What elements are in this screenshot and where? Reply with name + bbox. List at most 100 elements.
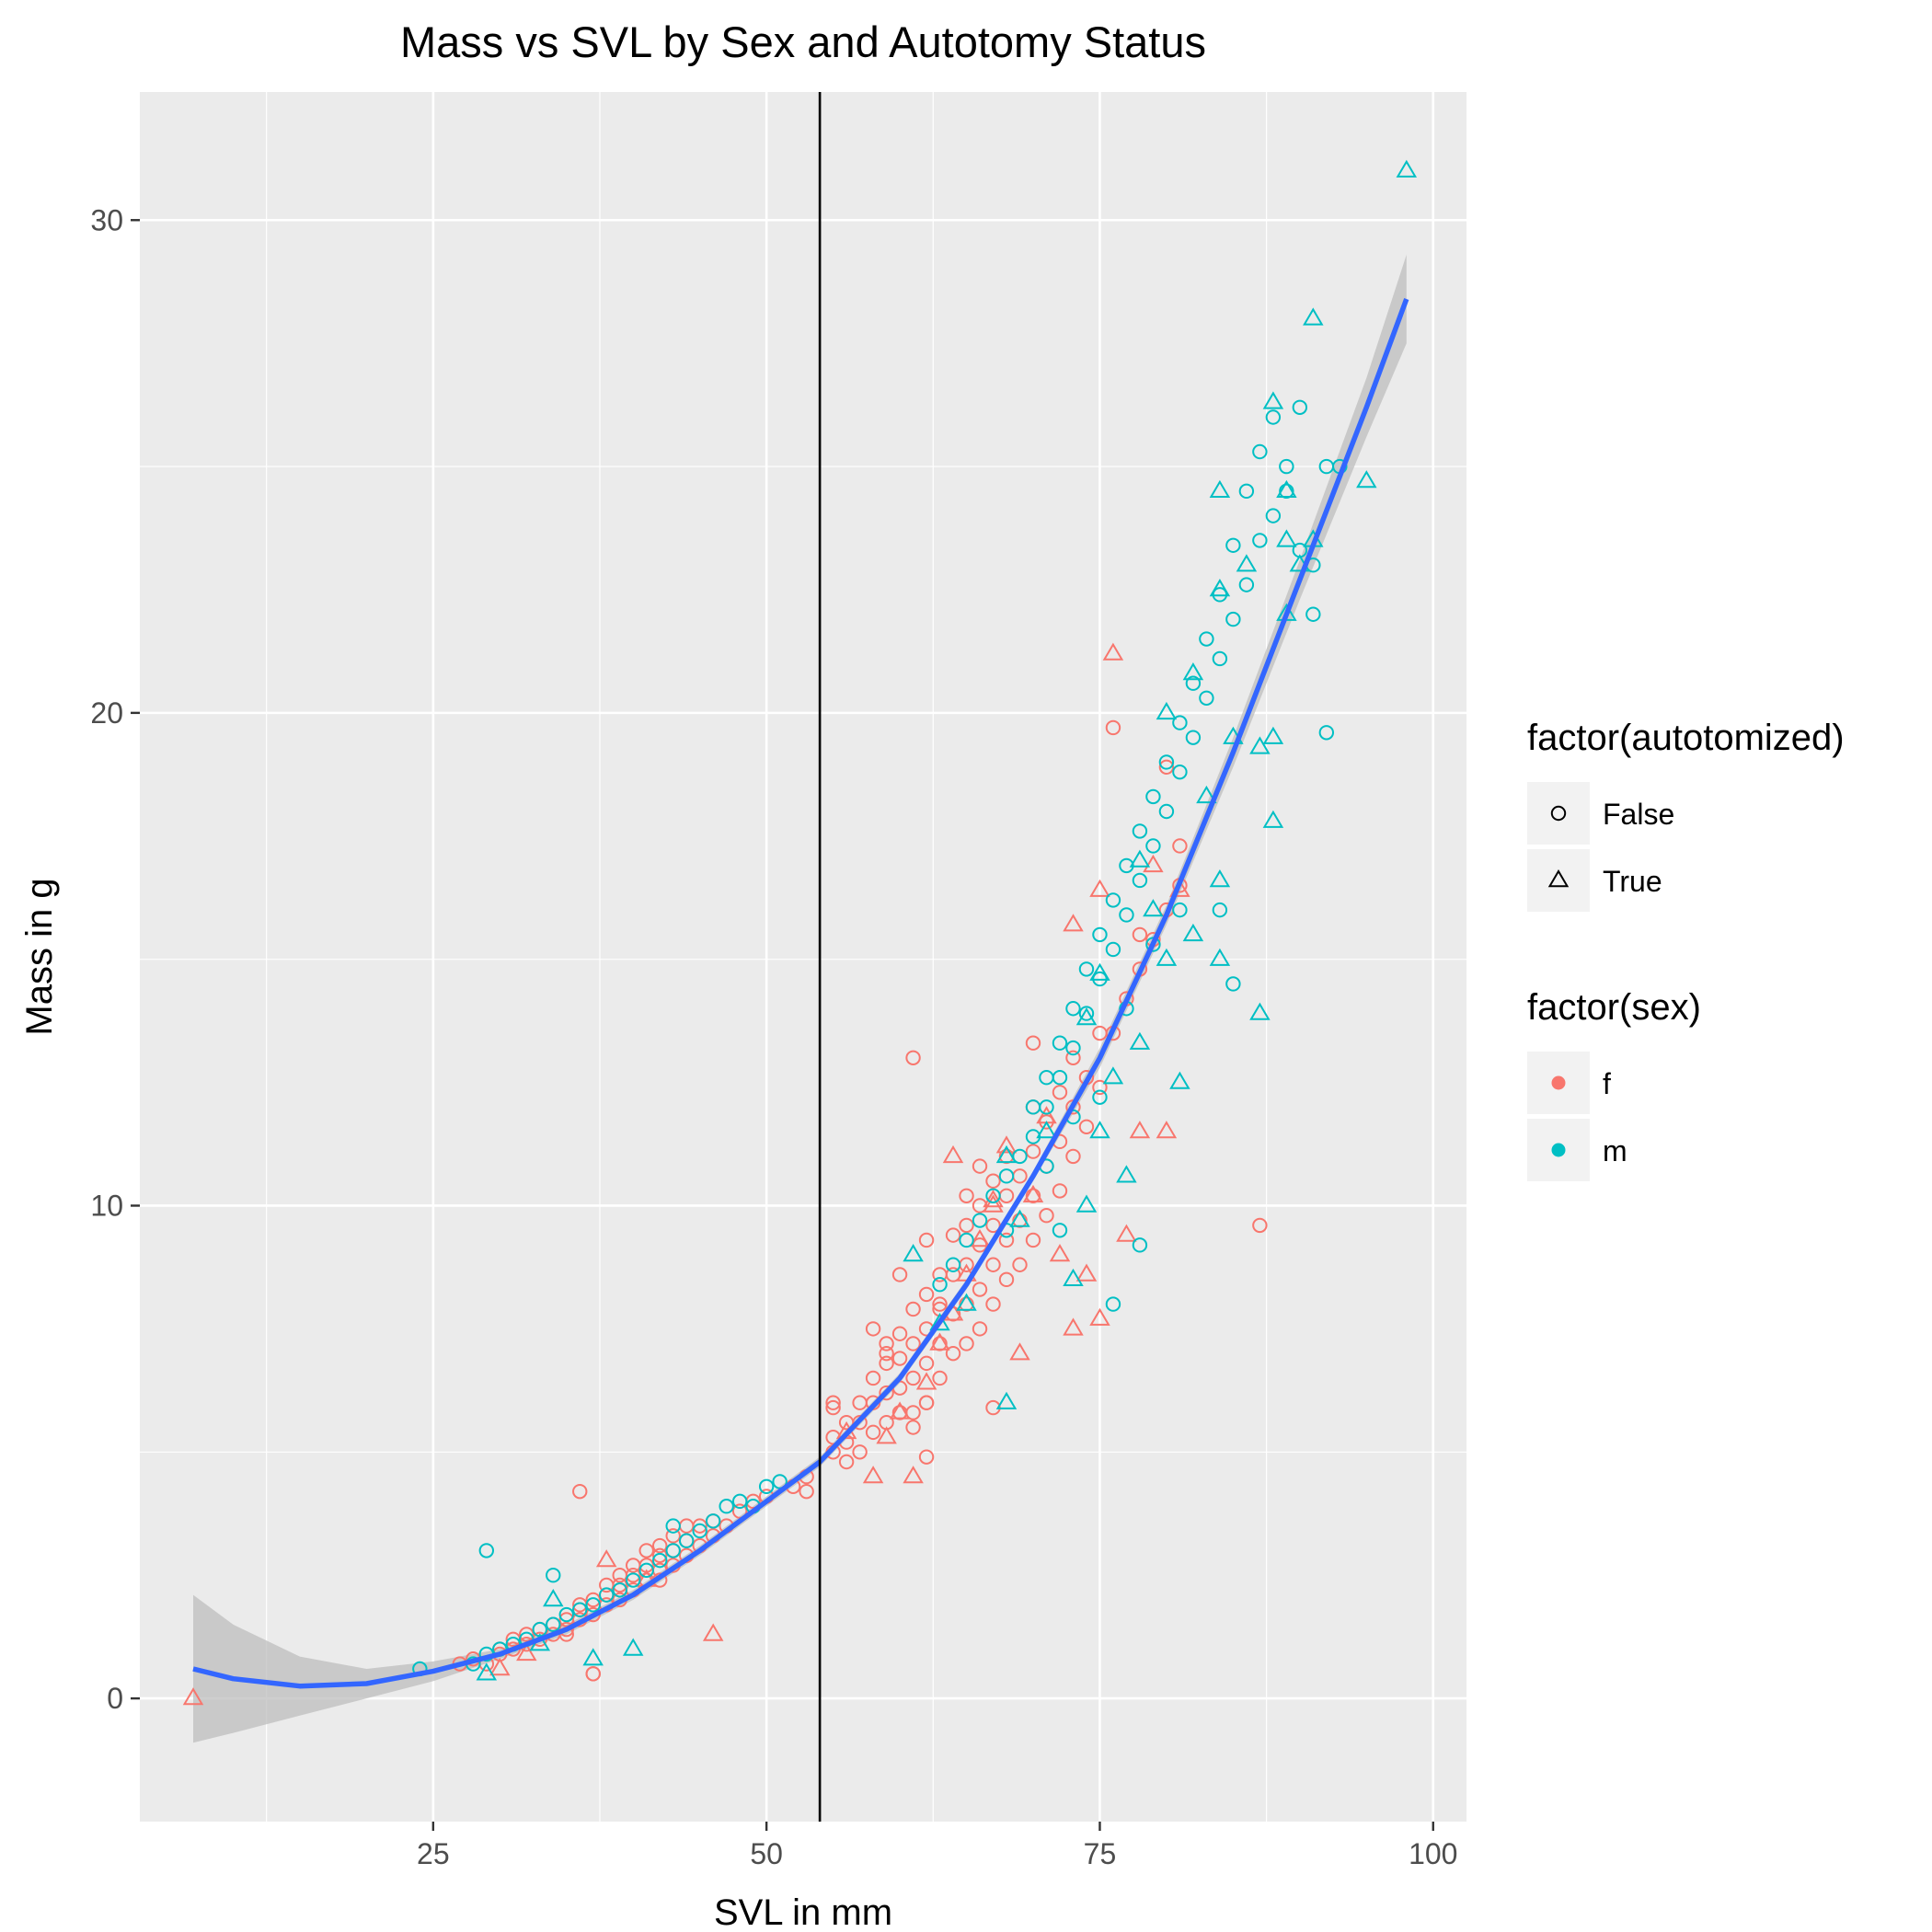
- data-point-m-autotomized: [1156, 701, 1178, 720]
- data-point-m-intact: [1172, 715, 1188, 730]
- data-point-f-intact: [585, 1592, 601, 1608]
- data-point-f-autotomized: [876, 1426, 897, 1444]
- data-point-f-intact: [985, 1173, 1001, 1189]
- data-point-m-autotomized: [1236, 554, 1258, 572]
- data-point-m-intact: [678, 1533, 695, 1548]
- data-point-m-intact: [758, 1478, 775, 1494]
- data-point-f-autotomized: [1075, 1263, 1098, 1282]
- data-point-m-intact: [692, 1523, 707, 1539]
- data-point-m-autotomized: [543, 1589, 564, 1607]
- data-point-f-intact: [945, 1345, 961, 1362]
- data-point-m-intact: [599, 1587, 615, 1603]
- data-point-f-autotomized: [1156, 1121, 1178, 1139]
- data-point-m-autotomized: [1209, 579, 1231, 597]
- data-point-f-autotomized: [516, 1642, 537, 1662]
- y-tick-label: 0: [107, 1682, 123, 1715]
- data-point-f-intact: [519, 1627, 535, 1642]
- data-point-f-intact: [665, 1528, 681, 1544]
- data-point-f-intact: [891, 1351, 908, 1366]
- data-point-f-intact: [891, 1326, 908, 1341]
- chart-title: Mass vs SVL by Sex and Autotomy Status: [400, 17, 1206, 66]
- y-axis-title: Mass in g: [19, 878, 60, 1035]
- data-point-m-intact: [612, 1582, 627, 1598]
- data-point-m-intact: [731, 1493, 748, 1510]
- data-point-m-autotomized: [476, 1662, 498, 1681]
- data-point-m-intact: [932, 1276, 948, 1293]
- data-point-f-intact: [959, 1336, 974, 1351]
- y-tick-label: 20: [90, 696, 123, 730]
- data-point-m-intact: [1092, 1089, 1108, 1105]
- data-point-f-autotomized: [1089, 1307, 1110, 1326]
- data-point-f-intact: [1065, 1148, 1081, 1165]
- data-point-f-autotomized: [1143, 854, 1164, 873]
- data-point-m-intact: [1052, 1035, 1068, 1051]
- data-point-m-intact: [585, 1597, 601, 1613]
- data-point-f-autotomized: [1089, 879, 1110, 897]
- data-point-f-intact: [1025, 1035, 1041, 1051]
- legend-color-dot: [1551, 1143, 1566, 1157]
- data-point-f-intact: [998, 1271, 1015, 1288]
- data-point-f-intact: [852, 1444, 868, 1460]
- data-point-f-autotomized: [983, 1190, 1004, 1208]
- data-point-f-intact: [1252, 1217, 1268, 1234]
- data-point-m-autotomized: [1169, 1071, 1190, 1089]
- data-point-f-intact: [1025, 1232, 1041, 1248]
- data-point-f-intact: [799, 1483, 814, 1500]
- data-point-f-intact: [1132, 926, 1148, 943]
- data-point-m-intact: [1172, 902, 1188, 918]
- data-point-m-autotomized: [1209, 869, 1231, 888]
- data-point-f-intact: [918, 1232, 935, 1248]
- legend-title: factor(autotomized): [1527, 718, 1845, 758]
- data-point-m-autotomized: [1196, 785, 1217, 804]
- data-point-f-intact: [1172, 838, 1188, 854]
- data-point-f-autotomized: [489, 1658, 511, 1676]
- data-point-m-intact: [719, 1499, 734, 1514]
- legend-color-dot: [1551, 1075, 1566, 1090]
- data-point-m-autotomized: [995, 1144, 1018, 1164]
- data-point-f-intact: [585, 1666, 601, 1682]
- x-tick-label: 100: [1409, 1837, 1457, 1870]
- data-point-f-autotomized: [1022, 1184, 1044, 1202]
- data-point-f-autotomized: [182, 1687, 204, 1706]
- data-point-m-intact: [1265, 508, 1282, 523]
- data-point-f-intact: [1092, 1079, 1108, 1096]
- data-point-m-intact: [626, 1572, 641, 1588]
- data-point-f-intact: [1052, 1183, 1068, 1199]
- data-point-f-autotomized: [915, 1372, 937, 1390]
- data-point-m-autotomized: [1276, 529, 1297, 547]
- data-point-m-intact: [1158, 754, 1175, 770]
- axis-layer: 25 50 75 100 0 10 20 30: [90, 203, 1457, 1870]
- data-point-f-intact: [825, 1395, 841, 1410]
- x-tick-label: 25: [417, 1837, 450, 1870]
- data-point-m-intact: [772, 1474, 788, 1489]
- data-point-f-intact: [879, 1336, 894, 1351]
- data-point-f-intact: [1105, 719, 1121, 736]
- data-point-f-intact: [945, 1227, 961, 1243]
- data-point-m-intact: [478, 1543, 495, 1558]
- x-axis-title: SVL in mm: [714, 1892, 892, 1932]
- data-point-m-intact: [998, 1168, 1015, 1184]
- data-point-m-intact: [1119, 907, 1134, 923]
- data-point-f-intact: [918, 1395, 935, 1410]
- data-point-f-autotomized: [889, 1401, 911, 1420]
- data-point-m-intact: [1199, 690, 1214, 707]
- data-point-f-autotomized: [1129, 1121, 1151, 1139]
- data-point-m-intact: [972, 1213, 988, 1228]
- data-point-f-intact: [572, 1483, 588, 1500]
- data-point-m-intact: [665, 1518, 681, 1534]
- y-tick-label: 10: [90, 1189, 123, 1222]
- data-point-f-intact: [865, 1424, 881, 1441]
- data-point-m-intact: [1238, 577, 1255, 592]
- data-point-m-autotomized: [1116, 1165, 1137, 1183]
- legend-key-background: [1527, 849, 1590, 912]
- data-point-m-autotomized: [1262, 726, 1284, 744]
- data-point-m-intact: [1185, 675, 1202, 691]
- data-point-f-autotomized: [969, 1229, 991, 1248]
- data-point-m-intact: [1238, 483, 1255, 500]
- data-point-m-intact: [1105, 892, 1121, 908]
- data-point-m-autotomized: [1262, 810, 1284, 828]
- data-point-m-intact: [1052, 1070, 1068, 1086]
- data-point-m-autotomized: [1262, 391, 1284, 409]
- data-point-f-intact: [731, 1503, 748, 1519]
